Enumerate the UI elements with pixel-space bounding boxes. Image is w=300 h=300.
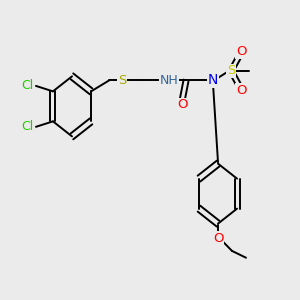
Text: O: O [177, 98, 187, 112]
Text: Cl: Cl [22, 80, 34, 92]
Text: N: N [208, 74, 218, 88]
Text: S: S [118, 74, 126, 87]
Text: O: O [236, 45, 246, 58]
Text: O: O [236, 83, 246, 97]
Text: NH: NH [160, 74, 178, 87]
Text: S: S [227, 64, 235, 77]
Text: O: O [213, 232, 223, 245]
Text: Cl: Cl [22, 120, 34, 133]
